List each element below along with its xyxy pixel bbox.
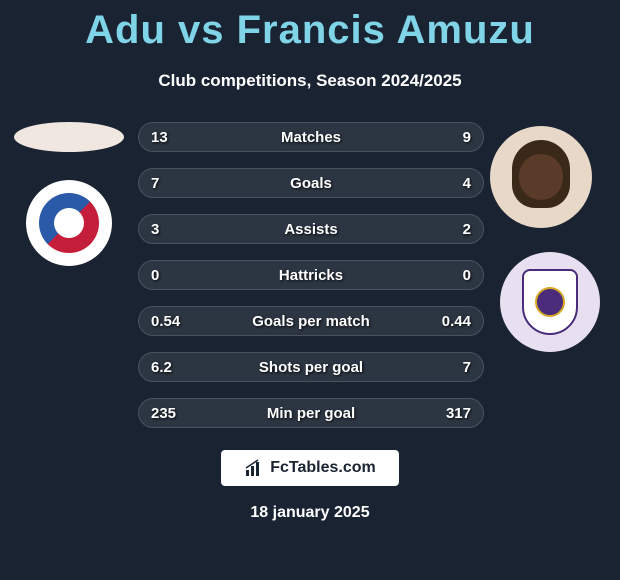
stat-left-value: 3	[151, 221, 201, 238]
stat-row: 0 Hattricks 0	[138, 260, 484, 290]
stat-left-value: 13	[151, 129, 201, 146]
stat-right-value: 4	[463, 175, 471, 192]
stat-left-value: 7	[151, 175, 201, 192]
stat-left-value: 6.2	[151, 359, 201, 376]
stat-right-value: 0	[463, 267, 471, 284]
stat-right-value: 2	[463, 221, 471, 238]
stat-right-value: 0.44	[442, 313, 471, 330]
stat-label: Min per goal	[267, 405, 355, 422]
stat-label: Hattricks	[279, 267, 343, 284]
stat-left-value: 235	[151, 405, 201, 422]
player2-avatar	[490, 126, 592, 228]
stat-row: 13 Matches 9	[138, 122, 484, 152]
team1-badge	[26, 180, 112, 266]
chart-icon	[244, 458, 264, 478]
team2-badge	[500, 252, 600, 352]
stat-label: Matches	[281, 129, 341, 146]
stat-right-value: 317	[446, 405, 471, 422]
stat-label: Shots per goal	[259, 359, 363, 376]
stat-right-value: 7	[463, 359, 471, 376]
footer-date: 18 january 2025	[250, 504, 369, 522]
stat-left-value: 0.54	[151, 313, 201, 330]
stats-container: 13 Matches 9 7 Goals 4 3 Assists 2 0 Hat…	[138, 122, 484, 444]
subtitle: Club competitions, Season 2024/2025	[0, 71, 620, 91]
footer-brand-text: FcTables.com	[270, 459, 376, 477]
player1-avatar	[14, 122, 124, 152]
stat-label: Assists	[284, 221, 337, 238]
stat-left-value: 0	[151, 267, 201, 284]
stat-row: 7 Goals 4	[138, 168, 484, 198]
stat-label: Goals	[290, 175, 332, 192]
stat-row: 235 Min per goal 317	[138, 398, 484, 428]
stat-row: 0.54 Goals per match 0.44	[138, 306, 484, 336]
page-title: Adu vs Francis Amuzu	[0, 0, 620, 53]
stat-label: Goals per match	[252, 313, 370, 330]
stat-right-value: 9	[463, 129, 471, 146]
stat-row: 6.2 Shots per goal 7	[138, 352, 484, 382]
stat-row: 3 Assists 2	[138, 214, 484, 244]
footer-logo[interactable]: FcTables.com	[221, 450, 399, 486]
